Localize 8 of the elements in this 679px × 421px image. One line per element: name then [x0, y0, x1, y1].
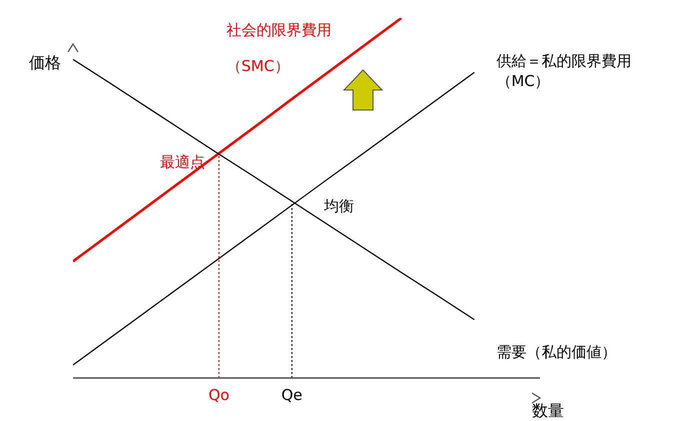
text: 社会的限界費用（SMC） [226, 21, 332, 75]
x-tick-label: Qe [281, 386, 302, 404]
x-tick-label: Qo [208, 386, 230, 404]
x-axis-title: 数量 [532, 401, 564, 420]
annotation: 均衡 [322, 196, 354, 215]
text: 需要（私的価値） [496, 342, 618, 362]
series-label: 供給＝私的限界費用（MC） [496, 51, 632, 92]
y-axis-title: 価格 [29, 53, 61, 72]
